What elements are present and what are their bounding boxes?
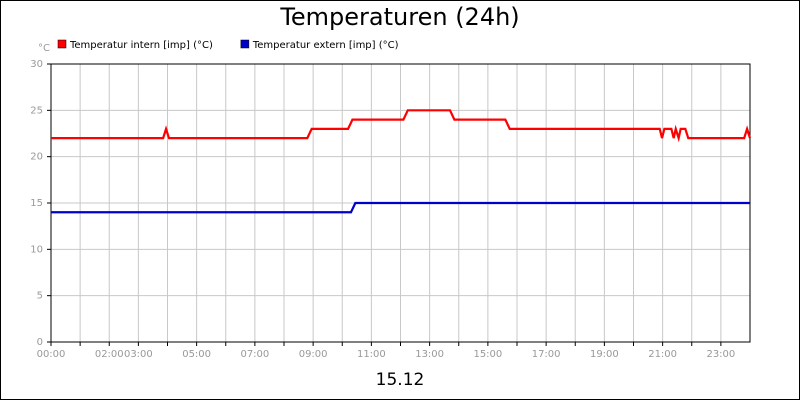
- x-tick-label: 17:00: [532, 349, 561, 360]
- x-tick-label: 23:00: [706, 349, 735, 360]
- x-tick-label: 09:00: [299, 349, 328, 360]
- chart-title: Temperaturen (24h): [279, 3, 519, 31]
- line: [51, 109, 752, 143]
- line: [51, 201, 750, 214]
- y-tick-label: 20: [30, 152, 43, 163]
- legend-label: Temperatur intern [imp] (°C): [69, 40, 213, 51]
- x-tick-label: 19:00: [590, 349, 619, 360]
- x-tick-label: 11:00: [357, 349, 386, 360]
- x-tick-label: 15:00: [473, 349, 502, 360]
- y-tick-label: 30: [30, 59, 43, 70]
- y-tick-label: 0: [37, 337, 43, 348]
- x-tick-label: 00:00: [37, 349, 66, 360]
- x-tick-label: 21:00: [648, 349, 677, 360]
- y-tick-label: 10: [30, 244, 43, 255]
- y-unit: °C: [38, 43, 50, 54]
- legend-label: Temperatur extern [imp] (°C): [252, 40, 399, 51]
- x-axis-label: 15.12: [376, 370, 425, 390]
- y-tick-label: 25: [30, 105, 43, 116]
- legend-swatch: [57, 39, 67, 49]
- x-tick-label: 13:00: [415, 349, 444, 360]
- x-tick-label: 02:00: [95, 349, 124, 360]
- y-tick-label: 5: [37, 291, 43, 302]
- x-tick-label: 07:00: [240, 349, 269, 360]
- x-tick-label: 03:00: [124, 349, 153, 360]
- x-tick-label: 05:00: [182, 349, 211, 360]
- y-tick-label: 15: [30, 198, 43, 209]
- legend-swatch: [240, 39, 250, 49]
